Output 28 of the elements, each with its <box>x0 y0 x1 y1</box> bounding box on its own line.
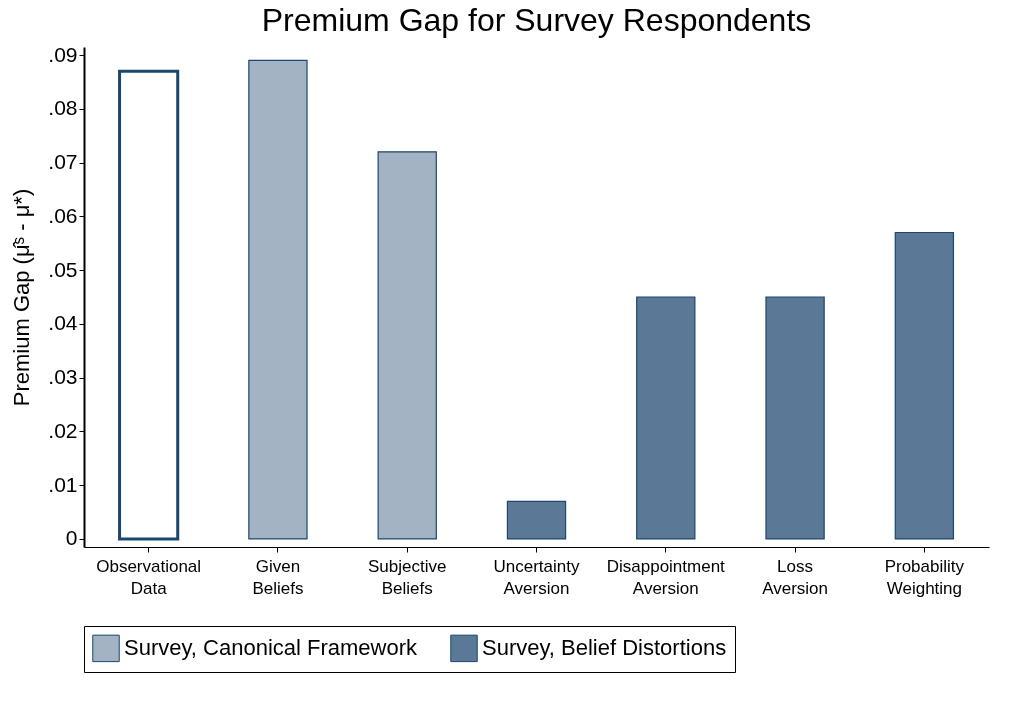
y-tick-label: .02 <box>48 418 78 442</box>
y-tick-label: .05 <box>48 257 78 281</box>
y-tick-label: 0 <box>65 526 78 550</box>
bar <box>377 151 437 540</box>
x-tick-label: Disappointment Aversion <box>606 556 726 598</box>
y-tick-label: .08 <box>48 96 78 120</box>
x-tick-label: Probability Weighting <box>884 556 965 598</box>
x-tick-label: Subjective Beliefs <box>368 556 447 598</box>
x-tick-label: Given Beliefs <box>252 556 304 598</box>
x-tick-label: Loss Aversion <box>762 556 828 598</box>
y-tick-label: .07 <box>48 150 78 174</box>
y-tick-label: .04 <box>48 311 78 335</box>
bar <box>894 231 955 540</box>
bar <box>636 296 696 540</box>
legend-label: Survey, Canonical Framework <box>124 635 419 661</box>
bar <box>248 59 308 540</box>
bar <box>765 296 825 540</box>
bar <box>506 500 567 540</box>
y-tick-label: .03 <box>48 365 78 389</box>
x-tick-label: Observational Data <box>96 556 202 598</box>
x-tick-label: Uncertainty Aversion <box>493 556 580 598</box>
bar <box>118 69 180 541</box>
y-tick-label: .06 <box>48 203 78 227</box>
y-tick-label: .01 <box>48 472 78 496</box>
chart-title: Premium Gap for Survey Respondents <box>261 2 812 39</box>
y-tick-label: .09 <box>48 42 78 66</box>
y-axis-title: Premium Gap (μ̂ˢ - μ*) <box>9 188 35 407</box>
legend-label: Survey, Belief Distortions <box>482 635 727 661</box>
